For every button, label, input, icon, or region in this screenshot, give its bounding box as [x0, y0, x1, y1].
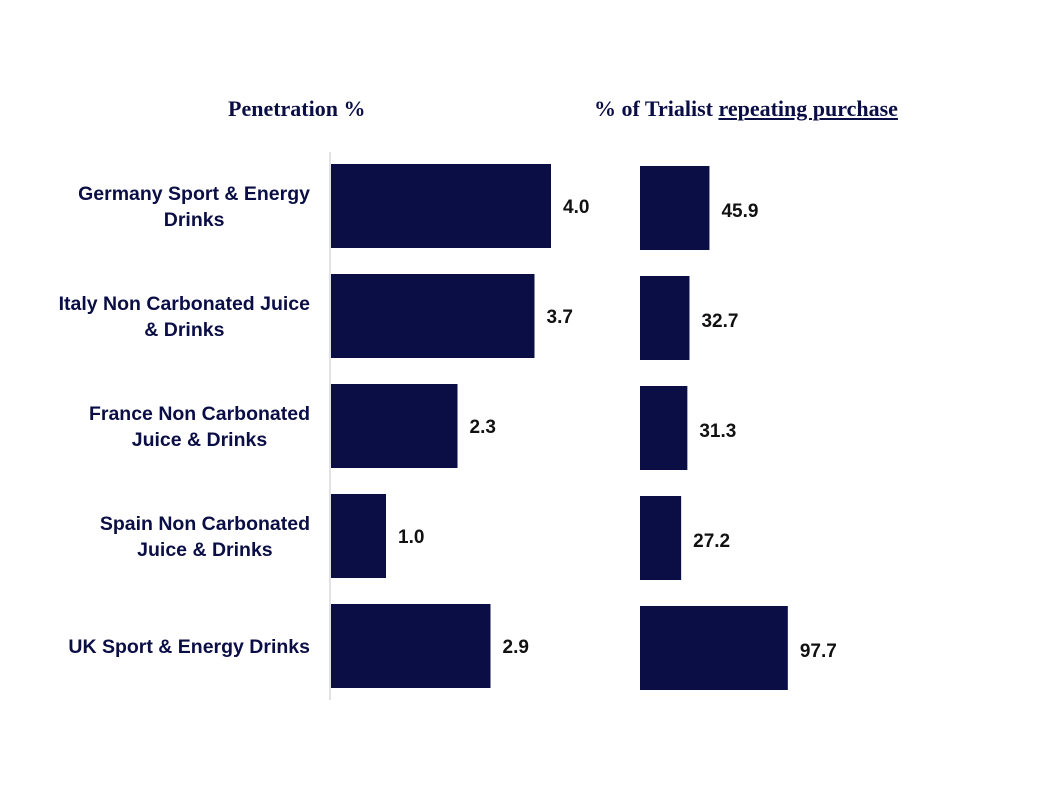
category-label-2-line-0: France Non Carbonated: [89, 403, 310, 425]
penetration-bar-0: [331, 164, 551, 248]
repeat-purchase-title: % of Trialist repeating purchase: [594, 96, 898, 122]
penetration-value-label-4: 2.9: [503, 637, 529, 658]
repeat-purchase-bar-4: [640, 606, 788, 690]
repeat-purchase-value-label-2: 31.3: [699, 421, 736, 442]
category-label-3-line-1: Juice & Drinks: [137, 539, 273, 561]
category-label-4-line-0: UK Sport & Energy Drinks: [68, 636, 310, 658]
category-label-0-line-1: Drinks: [164, 209, 225, 231]
category-label-3-line-0: Spain Non Carbonated: [100, 513, 310, 535]
repeat-purchase-value-label-0: 45.9: [721, 201, 758, 222]
penetration-bar-3: [331, 494, 386, 578]
category-label-1-line-0: Italy Non Carbonated Juice: [59, 293, 311, 315]
category-label-1-line-1: & Drinks: [144, 319, 224, 341]
penetration-bar-4: [331, 604, 491, 688]
category-label-2-line-1: Juice & Drinks: [132, 429, 268, 451]
penetration-value-label-1: 3.7: [547, 307, 573, 328]
repeat-purchase-bar-0: [640, 166, 710, 250]
penetration-bar-1: [331, 274, 535, 358]
penetration-value-label-0: 4.0: [563, 197, 589, 218]
repeat-purchase-bar-2: [640, 386, 688, 470]
penetration-bar-2: [331, 384, 458, 468]
repeat-purchase-bar-3: [640, 496, 682, 580]
penetration-value-label-2: 2.3: [470, 417, 496, 438]
repeat-purchase-value-label-4: 97.7: [800, 641, 837, 662]
repeat-purchase-value-label-1: 32.7: [701, 311, 738, 332]
repeat-purchase-title-prefix: % of Trialist: [594, 96, 719, 121]
repeat-purchase-title-underlined: repeating purchase: [718, 96, 898, 121]
repeat-purchase-bar-1: [640, 276, 690, 360]
repeat-purchase-value-label-3: 27.2: [693, 531, 730, 552]
penetration-value-label-3: 1.0: [398, 527, 424, 548]
category-label-0-line-0: Germany Sport & Energy: [78, 183, 310, 205]
penetration-title: Penetration %: [228, 96, 366, 121]
